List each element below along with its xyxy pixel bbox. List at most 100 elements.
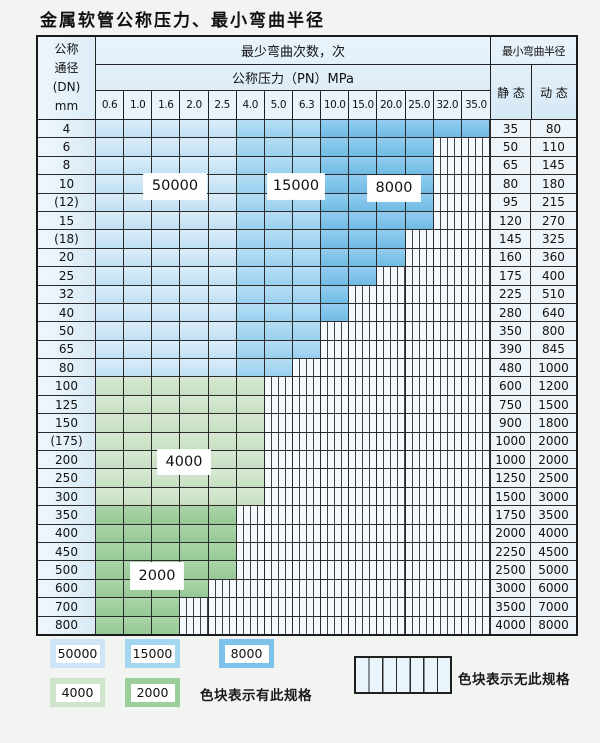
pn-cell xyxy=(461,506,490,524)
pn-cell xyxy=(321,524,350,542)
dynamic-cell: 145 xyxy=(530,156,576,175)
dn-header: 公称 通径 (DN) mm xyxy=(38,37,96,119)
pn-cell xyxy=(349,230,378,248)
pn-cell xyxy=(461,561,490,579)
pn-cell xyxy=(152,248,181,267)
pn-cell xyxy=(321,322,350,340)
pn-cell xyxy=(264,303,293,322)
pn-cell xyxy=(264,451,293,469)
static-cell: 2500 xyxy=(489,561,531,579)
pn-cell xyxy=(124,451,153,469)
pn-cell xyxy=(236,506,265,524)
pn-cell xyxy=(433,211,462,230)
pn-cell xyxy=(321,395,350,414)
pn-cell xyxy=(433,303,462,322)
pn-tick: 5.0 xyxy=(264,91,293,119)
pn-cell xyxy=(292,561,322,579)
pn-cell xyxy=(208,414,237,432)
pn-cell xyxy=(208,506,237,524)
static-cell: 225 xyxy=(489,285,531,303)
table-row: 500 2500 5000 xyxy=(38,561,576,580)
pn-cell xyxy=(433,377,462,395)
pn-cell xyxy=(461,193,490,211)
dynamic-cell: 845 xyxy=(530,340,576,359)
pn-cell xyxy=(208,211,237,230)
pn-cell xyxy=(96,451,125,469)
table-row: 100 600 1200 xyxy=(38,377,576,396)
pn-cell xyxy=(321,120,350,138)
pn-cell xyxy=(264,579,293,598)
pn-cell xyxy=(349,267,378,285)
pn-cell xyxy=(264,598,293,616)
table-row: 700 3500 7000 xyxy=(38,598,576,617)
pn-cell xyxy=(264,414,293,432)
table-row: 450 2250 4500 xyxy=(38,542,576,562)
pn-cell xyxy=(208,267,237,285)
dynamic-cell: 8000 xyxy=(530,616,576,634)
pn-cell xyxy=(152,542,181,561)
pn-cell xyxy=(349,303,378,322)
cycles-label: 4000 xyxy=(158,450,210,474)
pn-cell xyxy=(264,469,293,487)
dynamic-cell: 360 xyxy=(530,248,576,267)
pn-cell xyxy=(292,230,322,248)
pn-cell xyxy=(292,432,322,451)
pn-cell xyxy=(152,211,181,230)
pn-cell xyxy=(236,432,265,451)
pn-cell xyxy=(461,340,490,359)
table-row: 32 225 510 xyxy=(38,285,576,304)
pn-cell xyxy=(96,340,125,359)
table-row: 600 3000 6000 xyxy=(38,579,576,599)
pn-cell xyxy=(180,598,209,616)
pn-cell xyxy=(124,267,153,285)
pn-cell xyxy=(461,469,490,487)
dynamic-cell: 4000 xyxy=(530,524,576,542)
pn-cell xyxy=(433,395,462,414)
pn-cell xyxy=(208,524,237,542)
pn-cell xyxy=(180,156,209,175)
pn-cell xyxy=(124,414,153,432)
pn-cell xyxy=(208,579,237,598)
pn-cell xyxy=(349,506,378,524)
pn-cell xyxy=(236,267,265,285)
pn-cell xyxy=(321,156,350,175)
pn-cell xyxy=(292,506,322,524)
pn-cell xyxy=(236,524,265,542)
pn-cell xyxy=(292,285,322,303)
pn-cell xyxy=(321,248,350,267)
pn-cell xyxy=(377,579,406,598)
pn-cell xyxy=(96,156,125,175)
pn-cell xyxy=(152,322,181,340)
dn-header-line: (DN) xyxy=(52,80,81,94)
pn-cell xyxy=(461,451,490,469)
pn-cell xyxy=(180,267,209,285)
pn-cell xyxy=(433,175,462,193)
pn-tick: 6.3 xyxy=(292,91,322,119)
dynamic-cell: 180 xyxy=(530,175,576,193)
pn-cell xyxy=(321,285,350,303)
pn-cell xyxy=(236,469,265,487)
pn-cell xyxy=(405,120,434,138)
cycles-label: 8000 xyxy=(368,175,420,201)
pn-cell xyxy=(377,561,406,579)
static-cell: 390 xyxy=(489,340,531,359)
static-cell: 50 xyxy=(489,138,531,156)
pn-cell xyxy=(208,230,237,248)
pn-cell xyxy=(349,451,378,469)
pn-cell xyxy=(433,524,462,542)
pn-cell xyxy=(292,451,322,469)
legend-item-label: 2000 xyxy=(130,683,175,702)
pn-cell xyxy=(377,542,406,561)
pn-cell xyxy=(180,359,209,377)
pn-cell xyxy=(236,340,265,359)
pn-cell xyxy=(349,322,378,340)
pn-cell xyxy=(152,120,181,138)
pn-cell xyxy=(96,230,125,248)
pn-cell xyxy=(405,432,434,451)
pn-cell xyxy=(377,487,406,506)
pn-cell xyxy=(208,322,237,340)
static-dynamic-header: 静 态 动 态 xyxy=(491,65,576,119)
pn-cell xyxy=(96,377,125,395)
pn-cell xyxy=(405,616,434,634)
pn-cell xyxy=(321,193,350,211)
